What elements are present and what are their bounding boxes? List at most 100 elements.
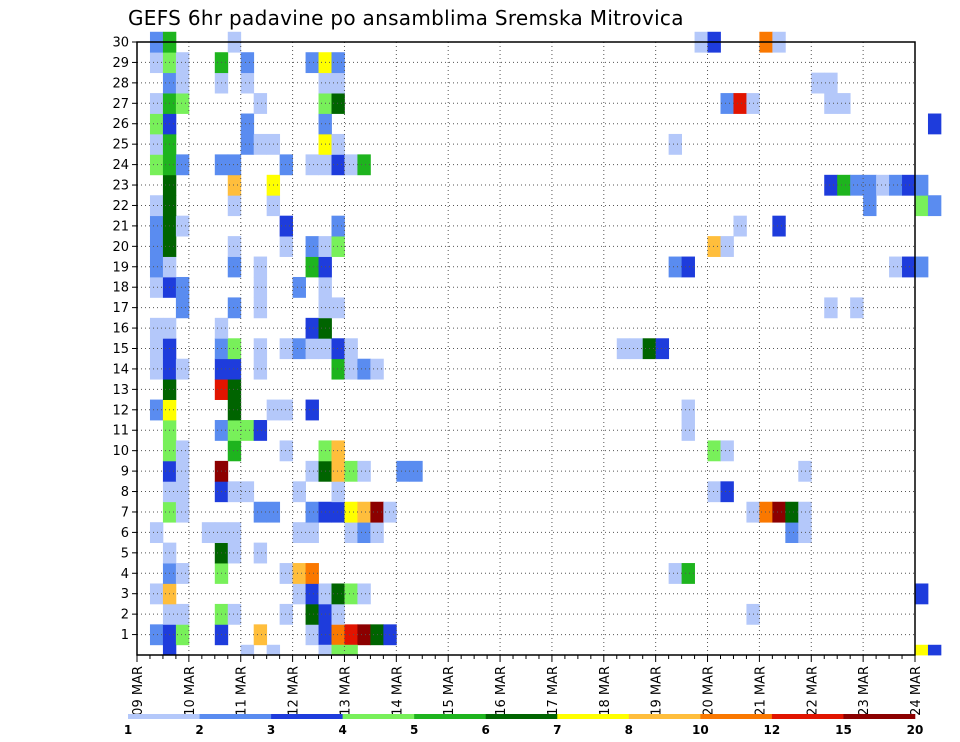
colorbar-label: 12 <box>764 723 781 737</box>
heatmap-cell <box>201 522 216 544</box>
x-tick-label: 14 MAR <box>390 666 405 716</box>
y-tick-label: 7 <box>121 505 129 520</box>
heatmap-cell <box>253 624 268 646</box>
y-tick-label: 15 <box>112 342 129 357</box>
colorbar-label: 20 <box>907 723 924 737</box>
heatmap-cell <box>175 624 190 646</box>
heatmap-cell <box>915 583 929 605</box>
heatmap-cell <box>889 256 903 278</box>
heatmap-cell <box>357 522 371 544</box>
heatmap-cell <box>915 644 929 656</box>
heatmap-cell <box>305 154 319 176</box>
heatmap-cell <box>253 501 268 523</box>
heatmap-cell <box>253 358 268 380</box>
heatmap-cell <box>409 460 423 482</box>
x-tick-label: 16 MAR <box>494 666 509 716</box>
y-tick-label: 12 <box>112 403 129 418</box>
y-tick-label: 1 <box>121 628 129 643</box>
heatmap-cell <box>772 501 786 523</box>
heatmap-cell <box>149 399 164 421</box>
y-tick-label: 4 <box>121 567 129 582</box>
heatmap-cell <box>759 501 773 523</box>
heatmap-cell <box>149 154 164 176</box>
heatmap-cell <box>668 133 682 155</box>
heatmap-cell <box>175 72 190 94</box>
heatmap-cell <box>253 256 268 278</box>
heatmap-cell <box>227 174 242 196</box>
x-tick-label: 11 MAR <box>235 666 250 716</box>
heatmap-cell <box>681 399 695 421</box>
y-tick-label: 30 <box>112 36 129 51</box>
y-tick-label: 10 <box>112 444 129 459</box>
heatmap-cell <box>253 297 268 319</box>
heatmap-cell <box>227 256 242 278</box>
y-tick-label: 8 <box>121 485 129 500</box>
heatmap-cell <box>902 174 916 196</box>
heatmap-cell <box>240 644 255 656</box>
heatmap-cell <box>253 276 268 298</box>
heatmap-cell <box>240 133 255 155</box>
heatmap-cell <box>253 338 268 360</box>
heatmap-cell <box>227 236 242 257</box>
x-tick-label: 19 MAR <box>650 666 665 716</box>
colorbar-swatch <box>414 714 487 719</box>
heatmap-cell <box>331 72 345 94</box>
y-tick-label: 11 <box>112 424 129 439</box>
heatmap-cell <box>279 440 293 462</box>
heatmap-cell <box>175 154 190 176</box>
heatmap-cell <box>149 338 164 360</box>
heatmap-cell <box>175 440 190 462</box>
heatmap-cell <box>227 195 242 217</box>
heatmap-cell <box>227 399 242 421</box>
colorbar-swatch <box>342 714 415 719</box>
y-tick-label: 9 <box>121 465 129 480</box>
colorbar-label: 15 <box>835 723 852 737</box>
y-tick-label: 6 <box>121 526 129 541</box>
heatmap-cell <box>227 358 242 380</box>
heatmap-cell <box>824 72 838 94</box>
heatmap-cell <box>629 338 644 360</box>
heatmap-cell <box>305 317 319 339</box>
chart-title: GEFS 6hr padavine po ansamblima Sremska … <box>128 6 684 30</box>
heatmap-cell <box>344 522 358 544</box>
y-tick-label: 5 <box>121 546 129 561</box>
x-tick-label: 20 MAR <box>702 666 717 716</box>
colorbar-label: 1 <box>124 723 132 737</box>
heatmap-cell <box>227 440 242 462</box>
colorbar-label: 7 <box>553 723 561 737</box>
colorbar-swatch <box>271 714 343 719</box>
y-tick-label: 19 <box>112 260 129 275</box>
heatmap-cell <box>240 420 255 441</box>
y-tick-label: 21 <box>112 219 129 234</box>
heatmap-cell <box>655 338 670 360</box>
colorbar-swatch <box>557 714 630 719</box>
colorbar-label: 4 <box>338 723 346 737</box>
heatmap-cell <box>681 420 695 441</box>
heatmap-cell <box>707 236 721 257</box>
heatmap-cell <box>279 338 293 360</box>
heatmap-cell <box>344 358 358 380</box>
heatmap-cell <box>266 644 281 656</box>
heatmap-cell <box>915 195 929 217</box>
heatmap-cell <box>305 256 319 278</box>
heatmap-cell <box>253 133 268 155</box>
heatmap-cell <box>253 93 268 114</box>
colorbar-swatch <box>843 714 916 719</box>
heatmap-cell <box>720 481 734 503</box>
heatmap-cell <box>149 52 164 74</box>
heatmap-cell <box>149 215 164 237</box>
heatmap-cell <box>175 215 190 237</box>
heatmap-cell <box>331 583 345 605</box>
heatmap-cell <box>149 583 164 605</box>
colorbar-label: 5 <box>410 723 418 737</box>
heatmap-cell <box>707 440 721 462</box>
heatmap-cell <box>927 195 942 217</box>
colorbar-swatch <box>199 714 272 719</box>
x-tick-label: 09 MAR <box>131 666 146 716</box>
heatmap-cell <box>824 174 838 196</box>
colorbar-swatch <box>700 714 773 719</box>
y-tick-label: 29 <box>112 56 129 71</box>
heatmap-cell <box>798 460 812 482</box>
heatmap-cell <box>175 297 190 319</box>
heatmap-cell <box>227 297 242 319</box>
